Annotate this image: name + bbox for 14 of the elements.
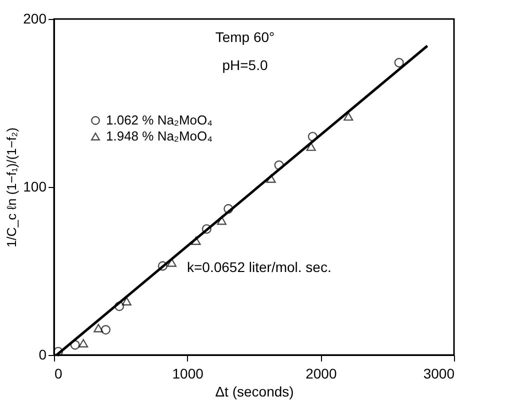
x-tick-label: 3000 — [423, 366, 455, 382]
annotation: Temp 60° — [215, 29, 275, 45]
x-tick-label: 0 — [54, 366, 62, 382]
x-axis-title: Δt (seconds) — [215, 384, 294, 400]
legend-label: 1.062 % Na₂MoO₄ — [106, 112, 212, 128]
annotation: pH=5.0 — [222, 57, 268, 73]
y-tick-label: 100 — [23, 178, 47, 194]
y-tick-label: 0 — [38, 346, 47, 362]
y-tick-label: 200 — [23, 10, 47, 26]
x-tick-label: 2000 — [306, 366, 337, 382]
x-tick-label: 1000 — [172, 366, 204, 382]
legend-label: 1.948 % Na₂MoO₄ — [106, 128, 212, 144]
annotation: k=0.0652 liter/mol. sec. — [187, 259, 332, 275]
y-axis-title: 1/C_c ℓn (1−f₁)/(1−f₂) — [4, 128, 20, 248]
